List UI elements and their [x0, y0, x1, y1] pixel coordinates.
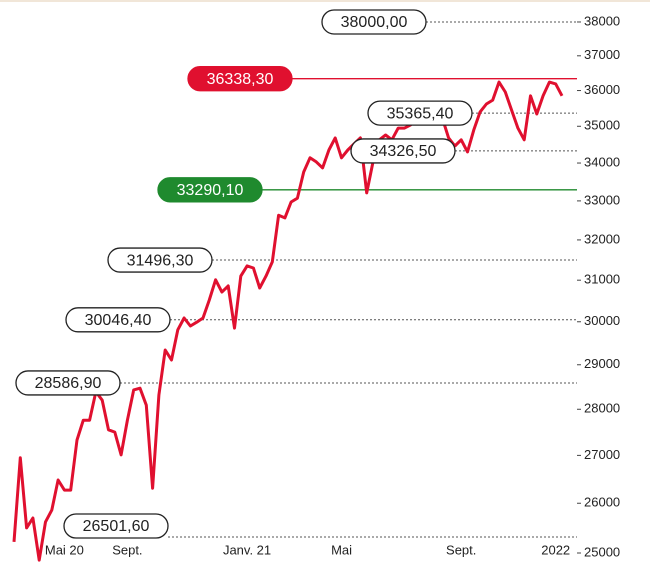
level-label: 36338,30: [207, 71, 274, 88]
level-label: 33290,10: [177, 182, 244, 199]
y-tick-label: 28000: [584, 401, 620, 416]
level-pill: [367, 100, 473, 126]
y-tick-label: 36000: [584, 82, 620, 97]
level-label: 34326,50: [370, 143, 437, 160]
level-label: 31496,30: [127, 252, 194, 269]
y-tick-label: 29000: [584, 356, 620, 371]
level-pill: [65, 307, 171, 333]
level-pill: [187, 66, 293, 92]
level-label: 26501,60: [83, 518, 150, 535]
y-tick-label: 37000: [584, 47, 620, 62]
y-tick-label: 34000: [584, 154, 620, 169]
level-pill: [15, 370, 121, 396]
y-tick-label: 31000: [584, 272, 620, 287]
level-label: 28586,90: [35, 375, 102, 392]
y-tick-label: 35000: [584, 118, 620, 133]
x-tick-label: Mai: [331, 542, 352, 557]
level-pill: [63, 513, 169, 539]
y-tick-label: 27000: [584, 447, 620, 462]
level-label: 38000,00: [341, 14, 408, 31]
y-tick-label: 38000: [584, 13, 620, 28]
y-tick-label: 25000: [584, 544, 620, 559]
y-tick-label: 26000: [584, 495, 620, 510]
x-tick-label: Sept.: [446, 542, 476, 557]
y-tick-label: 30000: [584, 313, 620, 328]
level-pill: [350, 138, 456, 164]
level-pill: [157, 177, 263, 203]
level-pill: [321, 9, 427, 35]
x-tick-label: Sept.: [112, 542, 142, 557]
x-tick-label: Mai 20: [45, 542, 84, 557]
x-tick-label: Janv. 21: [223, 542, 271, 557]
level-label: 35365,40: [387, 105, 454, 122]
level-pill: [107, 247, 213, 273]
y-tick-label: 33000: [584, 192, 620, 207]
level-label: 30046,40: [85, 312, 152, 329]
x-tick-label: 2022: [541, 542, 570, 557]
price-line: [12, 80, 564, 562]
y-tick-label: 32000: [584, 231, 620, 246]
